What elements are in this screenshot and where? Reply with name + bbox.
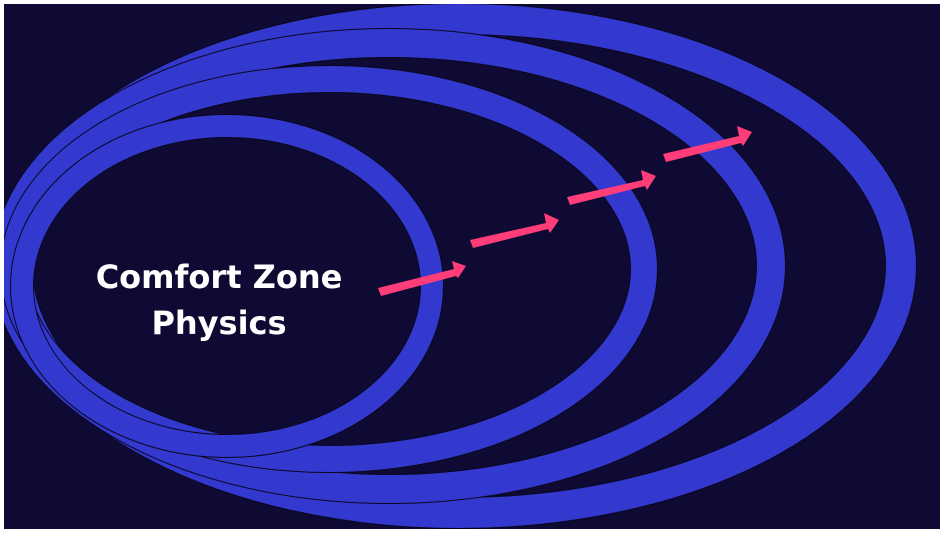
center-label-line1: Comfort Zone <box>95 258 343 296</box>
ring-1-band <box>11 115 443 457</box>
arrow-3 <box>567 170 656 205</box>
arrow-2 <box>470 213 559 248</box>
center-label: Comfort Zone Physics <box>64 254 374 346</box>
comfort-zone-diagram <box>4 4 940 529</box>
arrow-1 <box>378 261 466 296</box>
center-label-line2: Physics <box>151 304 287 342</box>
slide: Comfort Zone Physics <box>4 4 940 529</box>
arrow-4 <box>663 126 752 162</box>
